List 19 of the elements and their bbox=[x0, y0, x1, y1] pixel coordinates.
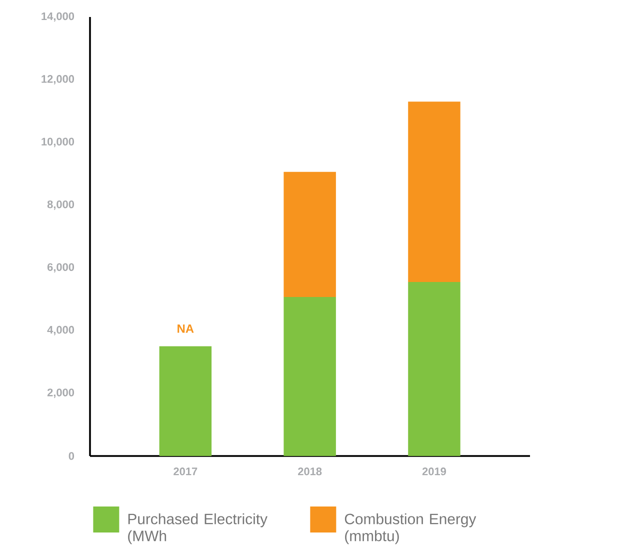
y-tick-label: 8,000 bbox=[47, 200, 74, 210]
y-tick-label: 0 bbox=[68, 452, 74, 460]
y-tick-label: 14,000 bbox=[42, 12, 74, 22]
bar bbox=[284, 297, 336, 456]
bar bbox=[408, 282, 460, 456]
y-tick-label: 6,000 bbox=[47, 263, 74, 273]
y-tick-label: 12,000 bbox=[42, 75, 74, 84]
bar bbox=[284, 172, 336, 298]
x-tick-label: 2017 bbox=[174, 468, 198, 476]
y-tick-label: 4,000 bbox=[47, 326, 74, 336]
y-tick-label: 2,000 bbox=[47, 388, 74, 398]
x-tick-label: 2019 bbox=[422, 468, 446, 476]
legend-label: Combustion Energy (mmbtu) bbox=[344, 513, 476, 544]
annotation: NA bbox=[178, 324, 194, 333]
x-tick-label: 2018 bbox=[298, 468, 322, 476]
y-tick-label: 10,000 bbox=[42, 138, 74, 148]
legend-label: Purchased Electricity (MWh bbox=[128, 513, 268, 544]
bar bbox=[408, 102, 460, 282]
bar bbox=[159, 346, 212, 456]
